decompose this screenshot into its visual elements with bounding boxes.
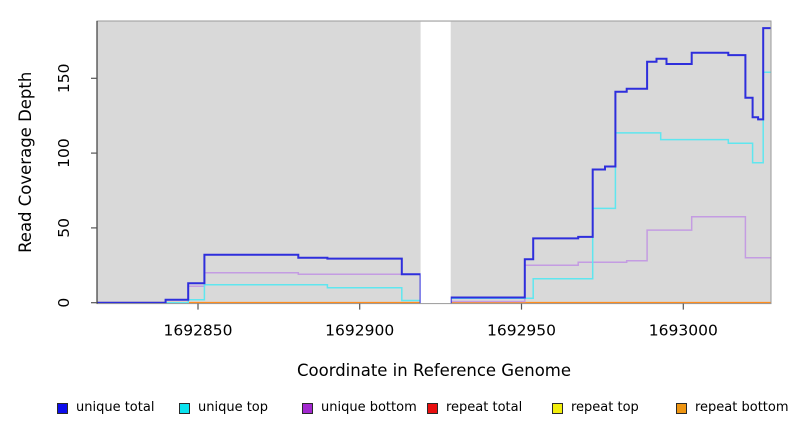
y-tick-label: 50 — [55, 218, 73, 238]
x-tick-label: 1693000 — [649, 322, 718, 340]
masked-region — [420, 21, 451, 304]
y-tick-label: 0 — [55, 298, 73, 308]
x-axis-title: Coordinate in Reference Genome — [297, 361, 571, 380]
y-tick-label: 150 — [55, 64, 73, 94]
y-tick-label: 100 — [55, 138, 73, 168]
x-tick-label: 1692950 — [487, 322, 556, 340]
series-unique-total — [97, 27, 771, 304]
x-tick-label: 1692850 — [163, 322, 232, 340]
y-axis-title: Read Coverage Depth — [16, 72, 35, 253]
x-tick-label: 1692900 — [325, 322, 394, 340]
series-unique-top — [97, 71, 771, 304]
